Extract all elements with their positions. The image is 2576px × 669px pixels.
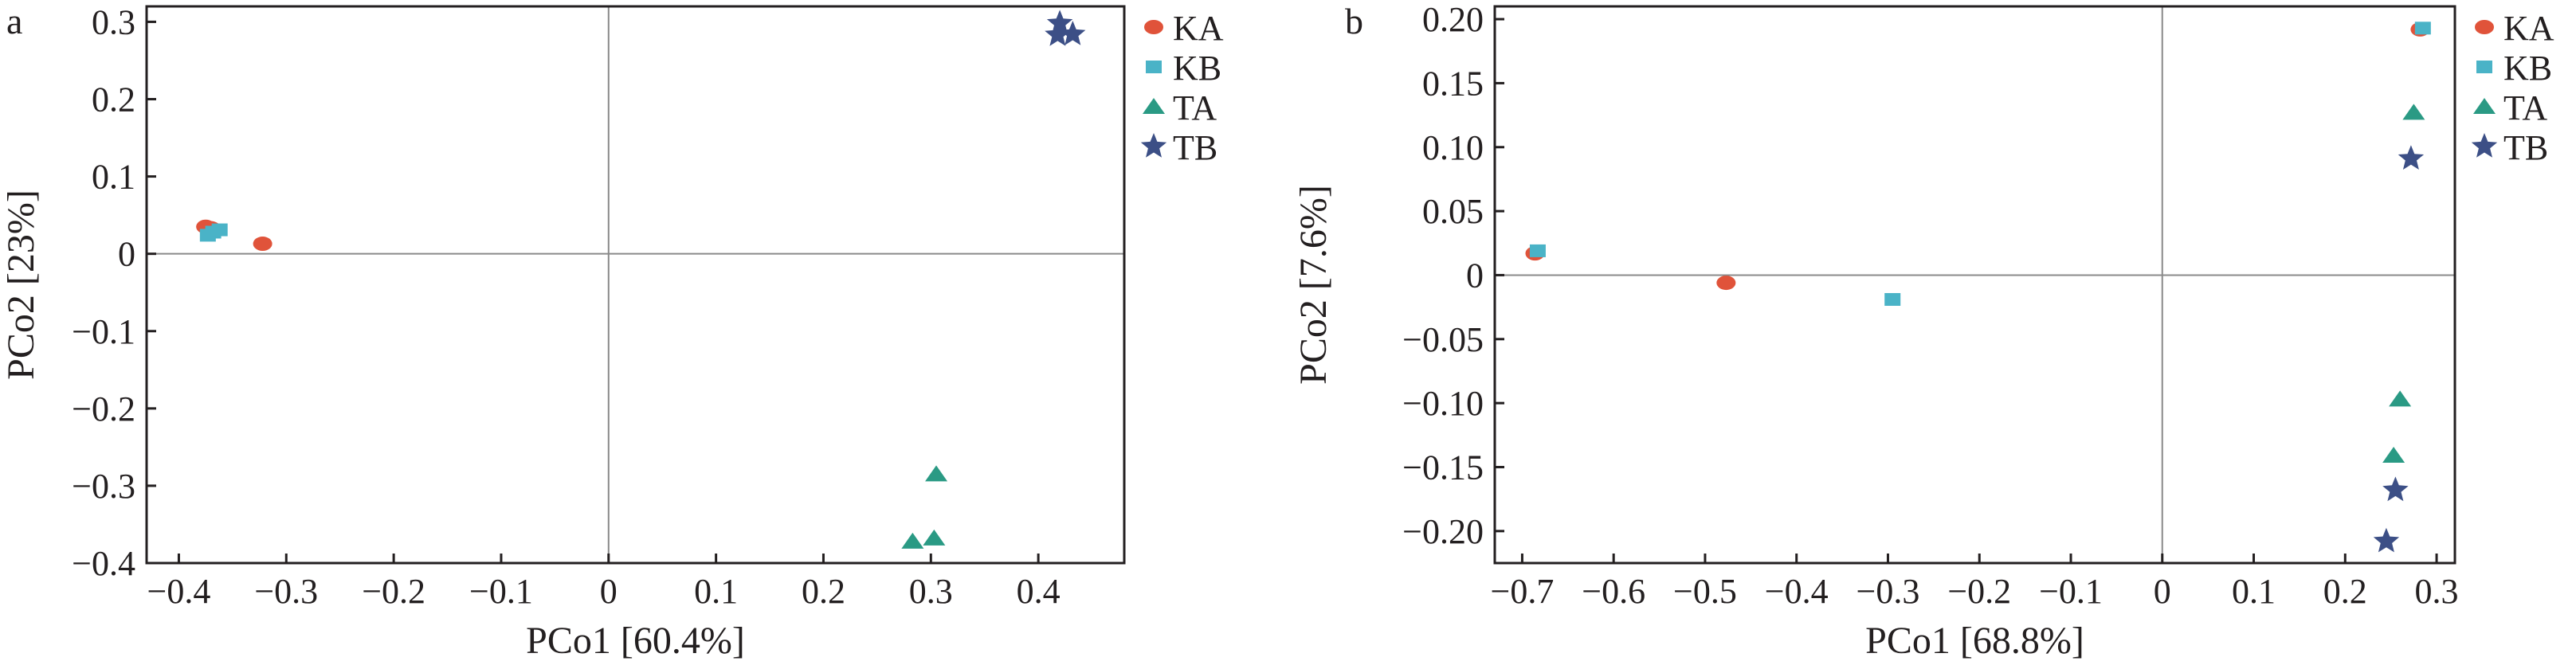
legend-label-kb: KB	[2503, 49, 2552, 88]
legend-marker-ta	[1143, 98, 1165, 114]
x-tick-label: 0.3	[909, 572, 953, 611]
x-tick-label: −0.6	[1582, 572, 1645, 611]
x-tick-label: −0.1	[2039, 572, 2103, 611]
x-tick-label: 0	[2154, 572, 2171, 611]
y-axis-title: PCo2 [7.6%]	[1292, 185, 1335, 385]
legend-label-kb: KB	[1173, 49, 1221, 88]
point-ka-circle	[253, 237, 272, 252]
y-tick-label: −0.1	[72, 312, 135, 351]
legend-marker-tb	[1140, 133, 1167, 158]
point-ta-triangle	[923, 529, 946, 546]
legend-marker-ka	[2475, 20, 2494, 34]
y-tick-label: 0.1	[92, 158, 135, 197]
legend-label-tb: TB	[2503, 128, 2548, 167]
y-axis-title: PCo2 [23%]	[0, 190, 42, 380]
legend-label-ka: KA	[1173, 9, 1224, 48]
y-tick-label: 0.15	[1422, 64, 1484, 103]
legend-label-ka: KA	[2503, 9, 2554, 48]
y-tick-label: −0.20	[1402, 512, 1484, 551]
x-tick-label: −0.2	[1947, 572, 2011, 611]
y-tick-label: −0.05	[1402, 320, 1484, 359]
panel-letter: b	[1345, 1, 1363, 41]
x-tick-label: −0.3	[1857, 572, 1920, 611]
chart-panel-a: a −0.4 −0.3 −0.2 −0.1 0 0.1 0.2 0.3 0.4 0.3 0.2 0.1 0…	[0, 1, 1224, 662]
y-tick-label: 0	[1466, 256, 1484, 295]
legend-marker-ta	[2473, 98, 2496, 114]
point-tb-star	[1046, 10, 1073, 35]
plot-frame	[145, 5, 1126, 565]
point-tb-star	[1060, 21, 1086, 45]
x-tick-label: −0.4	[147, 572, 211, 611]
point-tb-star	[2382, 476, 2409, 502]
y-tick-label: −0.3	[72, 467, 135, 506]
x-tick-label: 0.2	[802, 572, 845, 611]
legend-marker-ka	[1144, 20, 1163, 34]
x-tick-label: 0.1	[694, 572, 738, 611]
y-tick-label: −0.2	[72, 389, 135, 428]
x-tick-label: 0.4	[1017, 572, 1061, 611]
point-ta-triangle	[2402, 104, 2425, 120]
point-kb-square	[1529, 244, 1546, 257]
point-tb-star	[2373, 527, 2400, 553]
y-tick-label: 0.20	[1422, 0, 1484, 39]
x-tick-label: −0.4	[1765, 572, 1829, 611]
y-tick-label: 0.3	[92, 2, 135, 41]
point-tb-star	[1045, 21, 1071, 46]
x-tick-label: 0.1	[2232, 572, 2276, 611]
y-tick-label: −0.15	[1402, 448, 1484, 487]
x-tick-label: 0	[600, 572, 618, 611]
point-ta-triangle	[2382, 447, 2405, 464]
point-tb-star	[2398, 145, 2425, 170]
point-ta-triangle	[2389, 390, 2412, 407]
plot-frame	[1493, 5, 2456, 565]
legend-label-tb: TB	[1173, 128, 1217, 167]
x-tick-label: 0.3	[2415, 572, 2459, 611]
x-tick-label: −0.1	[469, 572, 533, 611]
x-tick-label: −0.7	[1491, 572, 1555, 611]
legend-marker-tb	[2471, 133, 2498, 158]
x-axis-title: PCo1 [60.4%]	[526, 620, 745, 662]
legend-label-ta: TA	[2503, 88, 2547, 127]
x-tick-label: −0.5	[1673, 572, 1737, 611]
y-tick-label: 0.05	[1422, 192, 1484, 231]
point-kb-square	[1884, 292, 1901, 306]
x-tick-label: −0.3	[254, 572, 318, 611]
y-tick-label: −0.4	[72, 544, 135, 583]
point-ta-triangle	[925, 465, 948, 482]
legend-marker-kb	[2476, 61, 2492, 73]
x-axis-title: PCo1 [68.8%]	[1865, 620, 2084, 662]
point-kb-square	[2414, 22, 2431, 35]
panel-letter: a	[6, 1, 22, 41]
point-ka-circle	[1716, 276, 1736, 291]
x-tick-label: −0.2	[362, 572, 425, 611]
x-tick-label: 0.2	[2323, 572, 2367, 611]
chart-panel-b: b−0.7 −0.6 −0.5 −0.4 −0.3 −0.2 −0.1 0 0.1 0.2 0.30…	[1292, 0, 2554, 662]
legend-label-ta: TA	[1173, 88, 1217, 127]
y-tick-label: 0	[118, 235, 135, 274]
point-kb-square	[211, 223, 228, 237]
y-tick-label: 0.10	[1422, 128, 1484, 167]
point-ta-triangle	[901, 532, 924, 549]
legend-marker-kb	[1146, 61, 1162, 73]
y-tick-label: 0.2	[92, 80, 135, 119]
y-tick-label: −0.10	[1402, 384, 1484, 423]
